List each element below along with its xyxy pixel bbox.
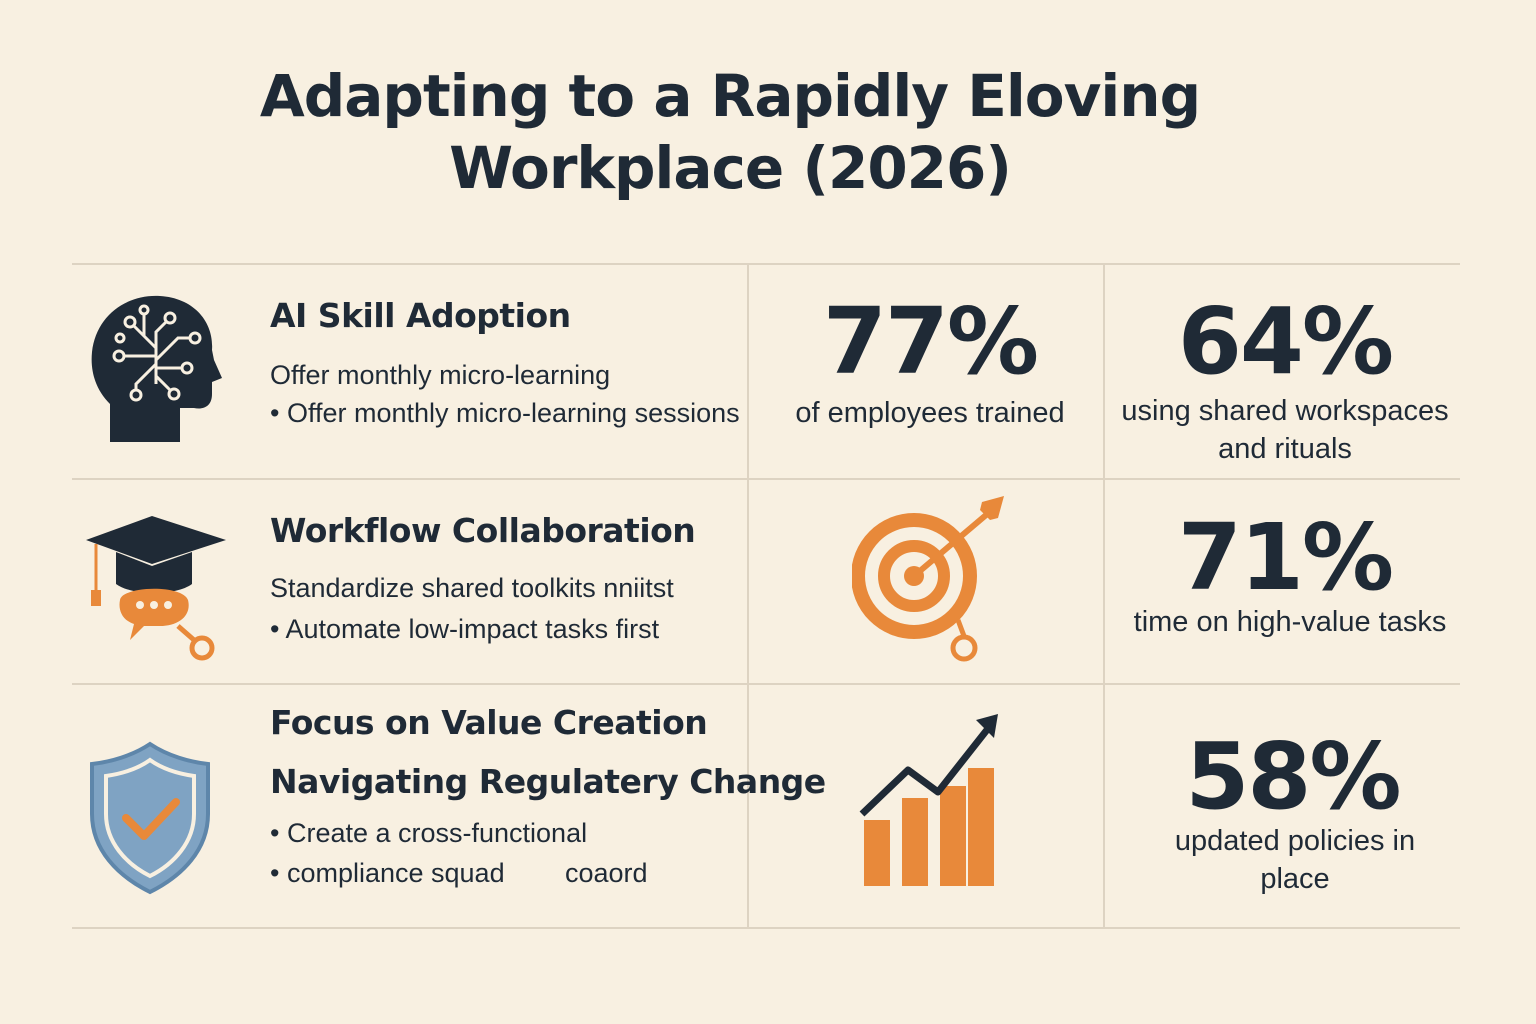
- row3-line-1: • Create a cross-functional: [270, 818, 588, 848]
- heading-ai-skill-adoption: AI Skill Adoption: [270, 296, 571, 335]
- graduation-cap-icon: [82, 512, 232, 672]
- row1-line-2: • Offer monthly micro-learning sessions: [270, 398, 740, 428]
- row2-line-2: • Automate low-impact tasks first: [270, 614, 660, 644]
- divider-row-1: [72, 478, 1460, 480]
- row3-line-2: • compliance squad: [270, 858, 505, 888]
- stat-58-caption-line-1: updated policies in: [1174, 825, 1416, 857]
- shield-check-icon: [88, 740, 212, 901]
- title-line-1: Adapting to a Rapidly Eloving: [259, 62, 1201, 130]
- title-line-2: Workplace (2026): [449, 134, 1012, 202]
- stat-64-caption: using shared workspaces and rituals: [1110, 392, 1460, 468]
- stat-77-caption: of employees trained: [795, 397, 1065, 429]
- stat-71-caption: time on high-value tasks: [1133, 606, 1447, 638]
- stat-64-caption-line-2: and rituals: [1218, 433, 1352, 465]
- divider-col-2: [1103, 265, 1105, 927]
- row1-line-1: Offer monthly micro-learning: [270, 360, 611, 390]
- brain-head-icon: [90, 292, 225, 457]
- growth-chart-icon: [858, 712, 1003, 897]
- row3-line-3: coaord: [565, 858, 648, 888]
- stat-77-value: 77%: [822, 288, 1039, 395]
- stat-58-caption: updated policies in place: [1110, 822, 1480, 898]
- target-icon: [851, 496, 1012, 671]
- divider-row-2: [72, 683, 1460, 685]
- heading-workflow-collaboration: Workflow Collaboration: [270, 511, 696, 550]
- stat-58-caption-line-2: place: [1260, 863, 1330, 895]
- stat-71-value: 71%: [1177, 504, 1394, 611]
- stat-58-value: 58%: [1185, 723, 1401, 830]
- stat-64-caption-line-1: using shared workspaces: [1121, 395, 1449, 427]
- stat-64-value: 64%: [1177, 288, 1394, 395]
- row2-line-1: Standardize shared toolkits nniitst: [270, 573, 674, 603]
- page-title: Adapting to a Rapidly Eloving Workplace …: [0, 60, 1460, 204]
- heading-navigating-regulatery-change: Navigating Regulatery Change: [270, 762, 826, 801]
- divider-col-1: [747, 265, 749, 927]
- divider-bottom: [72, 927, 1460, 929]
- divider-top: [72, 263, 1460, 265]
- heading-focus-on-value-creation: Focus on Value Creation: [270, 703, 708, 742]
